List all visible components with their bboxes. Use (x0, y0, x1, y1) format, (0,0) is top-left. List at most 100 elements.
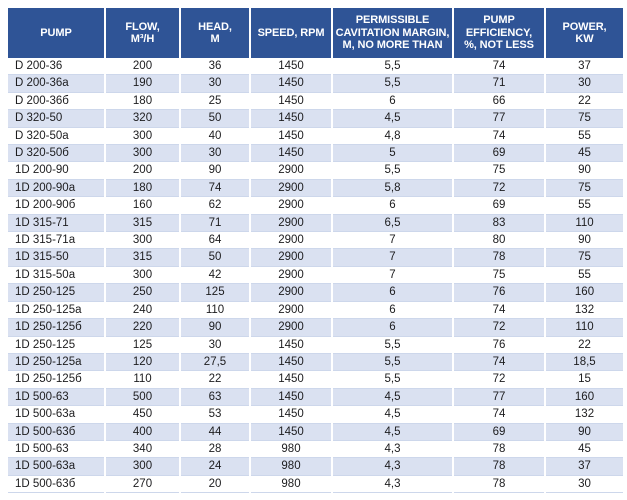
table-cell-head: 27,5 (180, 353, 251, 372)
table-row: 1D 315-50 315 50 2900 7 78 75 (8, 248, 623, 267)
table-cell-cavitation: 6 (332, 301, 454, 320)
table-cell-speed: 1450 (250, 370, 333, 389)
pump-name-cell: 1D 250-125 (8, 336, 106, 354)
table-cell-efficiency: 74 (453, 58, 546, 76)
table-cell-cavitation: 4,3 (332, 475, 454, 494)
table-header: PUMP FLOW, M³/H HEAD, M SPEED, RPM PERMISSIBLE… (8, 8, 623, 58)
table-cell-cavitation: 5,5 (332, 370, 454, 389)
pump-name-cell: 1D 250-125a (8, 301, 106, 320)
table-cell-speed: 980 (250, 475, 333, 494)
header-cell-speed: SPEED, RPM (250, 8, 333, 58)
table-row: D 320-50 320 50 1450 4,5 77 75 (8, 109, 623, 128)
table-row: 1D 500-63a 450 53 1450 4,5 74 132 (8, 405, 623, 424)
table-cell-cavitation: 7 (332, 248, 454, 267)
table-cell-flow: 250 (105, 283, 181, 302)
pump-name-cell: 1D 200-90б (8, 196, 106, 215)
table-cell-speed: 980 (250, 457, 333, 476)
table-cell-flow: 190 (105, 74, 181, 93)
table-cell-speed: 1450 (250, 58, 333, 76)
table-cell-power: 37 (545, 58, 623, 76)
table-cell-speed: 1450 (250, 405, 333, 424)
table-cell-efficiency: 75 (453, 161, 546, 180)
table-cell-flow: 270 (105, 475, 181, 494)
table-cell-efficiency: 72 (453, 318, 546, 337)
table-cell-cavitation: 5,5 (332, 353, 454, 372)
pump-specs-table: PUMP FLOW, M³/H HEAD, M SPEED, RPM PERMISSIBLE… (8, 8, 623, 494)
table-cell-power: 55 (545, 266, 623, 285)
table-row: 1D 200-90 200 90 2900 5,5 75 90 (8, 161, 623, 180)
table-cell-power: 90 (545, 161, 623, 180)
table-cell-flow: 125 (105, 336, 181, 354)
table-row: 1D 500-63б 270 20 980 4,3 78 30 (8, 475, 623, 494)
table-cell-cavitation: 4,8 (332, 127, 454, 146)
header-line: FLOW, (125, 20, 160, 33)
table-cell-cavitation: 5,5 (332, 161, 454, 180)
table-cell-power: 22 (545, 336, 623, 354)
table-cell-flow: 200 (105, 58, 181, 76)
table-cell-efficiency: 74 (453, 127, 546, 146)
table-cell-flow: 180 (105, 92, 181, 111)
table-cell-flow: 240 (105, 301, 181, 320)
pump-name-cell: 1D 315-71 (8, 214, 106, 233)
table-cell-cavitation: 6,5 (332, 214, 454, 233)
header-cell-efficiency: PUMP EFFICIENCY,%, NOT LESS (453, 8, 546, 58)
table-cell-speed: 2900 (250, 266, 333, 285)
table-cell-efficiency: 71 (453, 74, 546, 93)
table-cell-efficiency: 69 (453, 196, 546, 215)
table-cell-flow: 160 (105, 196, 181, 215)
table-cell-efficiency: 74 (453, 301, 546, 320)
table-cell-efficiency: 83 (453, 214, 546, 233)
pump-name-cell: D 200-36 (8, 58, 106, 76)
table-cell-flow: 400 (105, 423, 181, 441)
header-line: PUMP (483, 14, 515, 27)
table-cell-power: 90 (545, 423, 623, 441)
table-cell-head: 62 (180, 196, 251, 215)
pump-name-cell: 1D 500-63a (8, 457, 106, 476)
table-cell-speed: 1450 (250, 423, 333, 441)
table-cell-speed: 2900 (250, 248, 333, 267)
table-cell-head: 22 (180, 370, 251, 389)
table-row: 1D 315-71 315 71 2900 6,5 83 110 (8, 214, 623, 233)
table-cell-power: 55 (545, 196, 623, 215)
table-cell-speed: 1450 (250, 336, 333, 354)
table-cell-flow: 320 (105, 109, 181, 128)
table-cell-efficiency: 78 (453, 248, 546, 267)
table-cell-head: 44 (180, 423, 251, 441)
table-cell-flow: 450 (105, 405, 181, 424)
table-cell-speed: 1450 (250, 92, 333, 111)
table-row: 1D 250-125 125 30 1450 5,5 76 22 (8, 336, 623, 354)
pump-name-cell: 1D 500-63a (8, 405, 106, 424)
pump-name-cell: 1D 315-50 (8, 248, 106, 267)
pump-name-cell: 1D 500-63 (8, 440, 106, 459)
pump-name-cell: 1D 200-90 (8, 161, 106, 180)
table-cell-flow: 300 (105, 127, 181, 146)
table-cell-power: 30 (545, 475, 623, 494)
table-cell-head: 30 (180, 74, 251, 93)
table-cell-head: 71 (180, 214, 251, 233)
table-row: 1D 315-71a 300 64 2900 7 80 90 (8, 231, 623, 250)
table-cell-efficiency: 66 (453, 92, 546, 111)
table-cell-head: 30 (180, 144, 251, 163)
table-row: D 320-50a 300 40 1450 4,8 74 55 (8, 127, 623, 146)
table-cell-speed: 1450 (250, 388, 333, 407)
table-cell-speed: 2900 (250, 214, 333, 233)
table-cell-cavitation: 6 (332, 196, 454, 215)
table-cell-head: 20 (180, 475, 251, 494)
header-line: PUMP (40, 26, 72, 39)
header-line: POWER, (562, 20, 607, 33)
table-cell-power: 45 (545, 440, 623, 459)
table-cell-speed: 2900 (250, 196, 333, 215)
table-cell-speed: 2900 (250, 301, 333, 320)
table-cell-cavitation: 5,5 (332, 336, 454, 354)
table-body: D 200-36 200 36 1450 5,5 74 37 D 200-36a 190 30 14… (8, 58, 623, 494)
table-cell-head: 42 (180, 266, 251, 285)
table-cell-flow: 220 (105, 318, 181, 337)
header-line: M³/H (130, 33, 155, 45)
table-cell-head: 50 (180, 248, 251, 267)
header-line: M, NO MORE THAN (342, 39, 443, 52)
table-cell-cavitation: 4,3 (332, 457, 454, 476)
header-row: PUMP FLOW, M³/H HEAD, M SPEED, RPM PERMISSIBLE… (8, 8, 623, 58)
header-cell-pump: PUMP (8, 8, 106, 58)
table-cell-head: 40 (180, 127, 251, 146)
table-cell-speed: 2900 (250, 318, 333, 337)
